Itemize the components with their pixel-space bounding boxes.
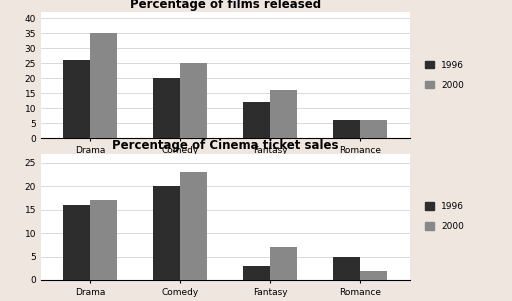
Bar <box>154 186 180 280</box>
Bar <box>360 271 387 280</box>
Bar <box>243 102 270 138</box>
Bar <box>333 256 360 280</box>
Bar <box>180 172 207 280</box>
Bar <box>243 266 270 280</box>
Bar <box>63 205 91 280</box>
Bar <box>180 63 207 138</box>
Bar <box>91 200 117 280</box>
Bar <box>270 247 297 280</box>
Bar <box>63 60 91 138</box>
Bar <box>270 90 297 138</box>
Title: Percentage of Cinema ticket sales: Percentage of Cinema ticket sales <box>112 139 338 152</box>
Title: Percentage of films released: Percentage of films released <box>130 0 321 11</box>
Bar <box>333 120 360 138</box>
Legend: 1996, 2000: 1996, 2000 <box>425 202 464 231</box>
Bar <box>360 120 387 138</box>
Bar <box>91 33 117 138</box>
Legend: 1996, 2000: 1996, 2000 <box>425 61 464 90</box>
Bar <box>154 78 180 138</box>
